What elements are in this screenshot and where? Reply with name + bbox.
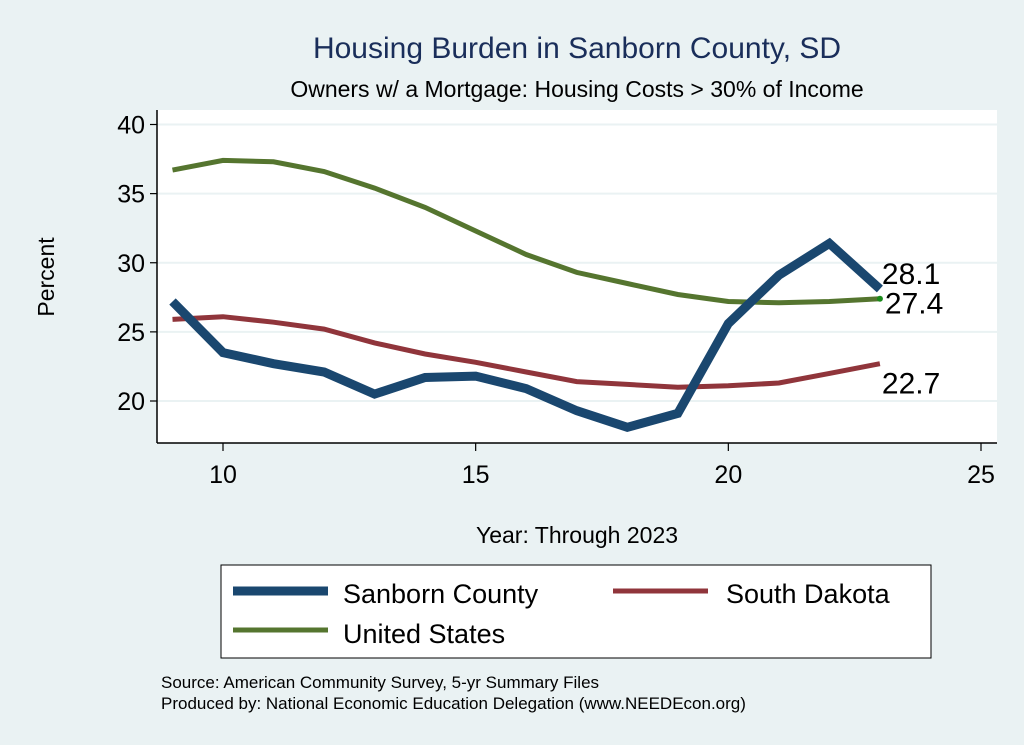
legend: Sanborn County South Dakota United State… <box>220 564 932 659</box>
legend-label-sanborn-county: Sanborn County <box>343 579 539 609</box>
series-layer <box>169 157 883 432</box>
chart-subtitle: Owners w/ a Mortgage: Housing Costs > 30… <box>290 76 863 102</box>
legend-label-south-dakota: South Dakota <box>726 579 891 609</box>
series-line-united-states <box>172 157 881 306</box>
end-labels: 28.1 22.7 27.4 <box>876 258 943 401</box>
end-marker-united-states <box>876 295 883 302</box>
y-tick-label-30: 30 <box>117 250 145 278</box>
end-label-united-states: 27.4 <box>885 288 943 321</box>
y-ticks: 20 25 30 35 40 <box>117 112 157 416</box>
y-tick-label-35: 35 <box>117 181 145 209</box>
source-note: Source: American Community Survey, 5-yr … <box>161 673 599 692</box>
x-tick-label-25: 25 <box>967 461 995 489</box>
y-tick-label-20: 20 <box>117 388 145 416</box>
chart-title: Housing Burden in Sanborn County, SD <box>313 32 841 65</box>
x-tick-label-15: 15 <box>462 461 490 489</box>
end-label-south-dakota: 22.7 <box>882 368 940 401</box>
x-tick-label-20: 20 <box>714 461 742 489</box>
legend-box <box>220 564 932 659</box>
y-axis-title: Percent <box>33 237 59 317</box>
end-label-sanborn-county: 28.1 <box>882 258 940 291</box>
x-ticks: 10 15 20 25 <box>209 443 995 489</box>
producer-note: Produced by: National Economic Education… <box>161 694 746 713</box>
series-line-south-dakota <box>172 314 881 390</box>
series-line-sanborn-county <box>169 237 883 432</box>
y-tick-label-40: 40 <box>117 112 145 140</box>
legend-label-united-states: United States <box>343 619 505 649</box>
x-axis-title: Year: Through 2023 <box>476 522 678 548</box>
y-tick-label-25: 25 <box>117 319 145 347</box>
x-tick-label-10: 10 <box>209 461 237 489</box>
